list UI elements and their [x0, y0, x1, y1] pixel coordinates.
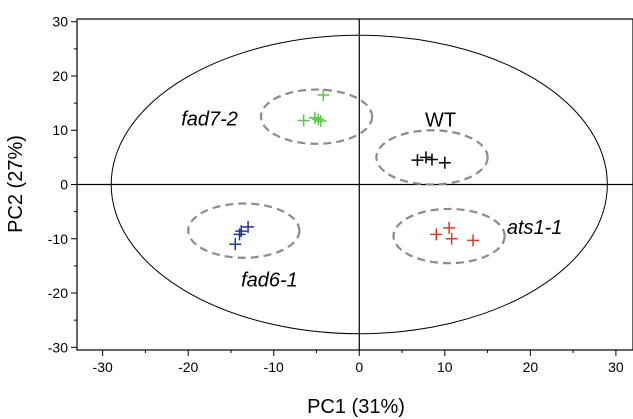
x-tick-label: 10 [437, 359, 453, 375]
point-fad7-2 [314, 115, 327, 128]
group-label-fad6-1: fad6-1 [241, 269, 298, 291]
point-wt [419, 151, 432, 164]
confidence-ellipse [110, 34, 608, 335]
y-tick-label: -10 [48, 231, 68, 247]
x-tick-label: 0 [355, 359, 363, 375]
point-fad6-1 [233, 228, 246, 241]
point-wt [411, 154, 424, 167]
cluster-ellipse-ats1-1 [392, 207, 506, 265]
plot-area: -30 -20 -10 0 10 20 30 -30 -20 -10 0 10 20 30 fad7-2 WT… [48, 14, 633, 375]
point-ats1-1 [443, 221, 456, 234]
point-ats1-1 [430, 228, 443, 241]
point-fad6-1 [242, 220, 255, 233]
x-tick-label: -20 [178, 359, 198, 375]
x-axis-title: PC1 (31%) [307, 396, 405, 418]
x-tick-label: 20 [523, 359, 539, 375]
cluster-ellipse-fad7-2 [259, 88, 374, 145]
point-ats1-1 [467, 234, 480, 247]
cluster-ellipse-wt [375, 129, 489, 186]
group-label-fad7-2: fad7-2 [181, 108, 238, 130]
point-fad7-2 [312, 113, 325, 126]
x-tick-label: -30 [93, 359, 113, 375]
y-tick-label: 0 [60, 177, 68, 193]
group-label-wt: WT [425, 109, 456, 131]
x-tick-label: -10 [264, 359, 284, 375]
group-label-ats1-1: ats1-1 [507, 217, 563, 239]
point-wt [425, 153, 438, 166]
y-tick-label: 10 [52, 122, 68, 138]
point-fad6-1 [229, 238, 242, 251]
point-wt [438, 156, 451, 169]
y-axis-title: PC2 (27%) [5, 135, 27, 233]
point-fad7-2 [297, 114, 310, 127]
point-fad7-2 [317, 88, 330, 101]
y-tick-label: -30 [48, 339, 68, 355]
point-ats1-1 [445, 232, 458, 245]
y-tick-label: 20 [52, 68, 68, 84]
cluster-ellipse-fad6-1 [187, 202, 301, 259]
y-tick-label: 30 [52, 14, 68, 30]
x-tick-label: 30 [608, 359, 624, 375]
y-tick-label: -20 [48, 285, 68, 301]
